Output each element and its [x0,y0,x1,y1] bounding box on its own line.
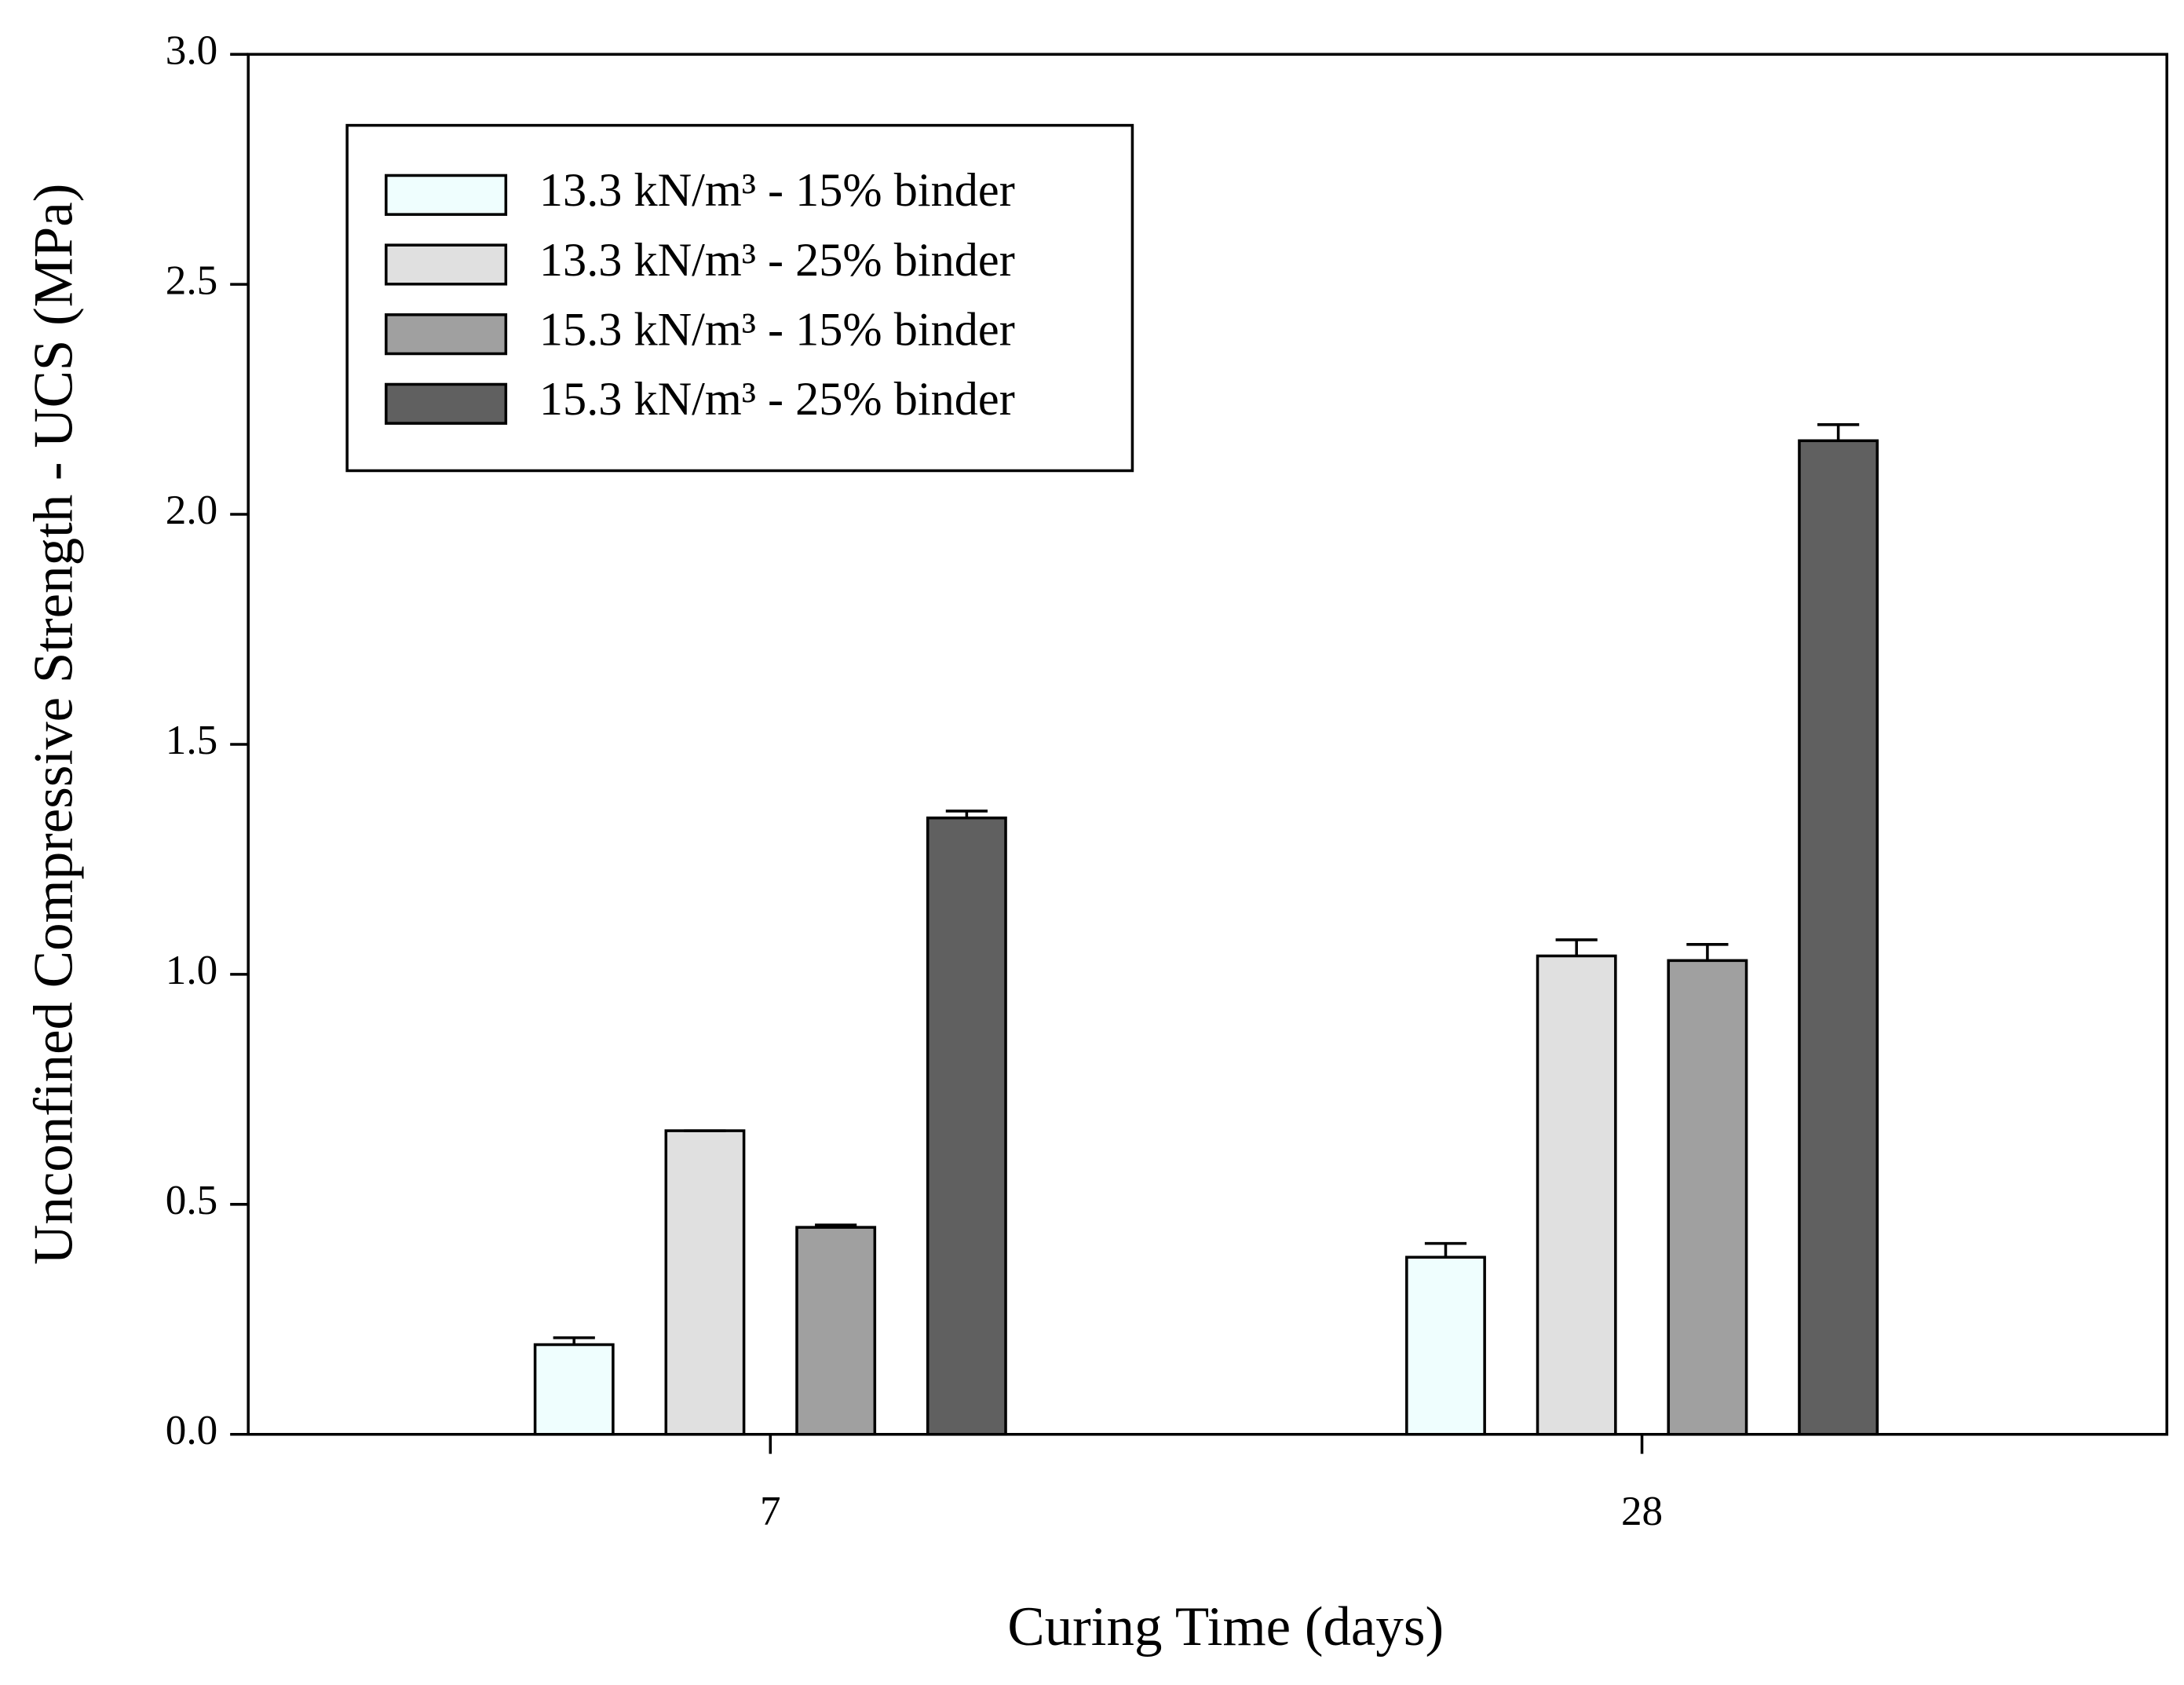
legend-swatch [385,382,508,425]
bar [926,816,1007,1436]
bar [664,1129,746,1436]
legend-label: 15.3 kN/m³ - 15% binder [539,303,1015,356]
bar [795,1226,877,1436]
error-bar [1686,943,1729,961]
y-axis-label: Unconfined Compressive Strength - UCS (M… [23,184,84,1265]
x-tick-label: 7 [760,1488,781,1534]
y-tick-label: 3.0 [166,27,217,73]
error-bar [1424,1241,1467,1258]
y-tick-label: 2.5 [166,257,217,303]
bar [1667,959,1748,1436]
error-bar [1817,423,1860,441]
error-bar [945,810,988,818]
bar [1536,954,1617,1436]
y-tick-label: 2.0 [166,487,217,533]
legend-swatch [385,174,508,216]
y-tick-label: 0.0 [166,1407,217,1453]
legend-label: 15.3 kN/m³ - 25% binder [539,373,1015,426]
y-tick-label: 1.5 [166,717,217,763]
legend-swatch [385,313,508,356]
legend-label: 13.3 kN/m³ - 25% binder [539,234,1015,287]
x-axis-label: Curing Time (days) [1007,1596,1444,1658]
bar [533,1343,615,1436]
x-tick-label: 28 [1621,1488,1663,1534]
error-bar [1555,938,1598,956]
error-bar [815,1223,857,1228]
bar [1405,1256,1486,1436]
legend-swatch [385,243,508,286]
y-tick-label: 0.5 [166,1177,217,1223]
legend-label: 13.3 kN/m³ - 15% binder [539,164,1015,217]
bar [1798,439,1879,1436]
y-tick-label: 1.0 [166,947,217,993]
error-bar [553,1336,595,1345]
